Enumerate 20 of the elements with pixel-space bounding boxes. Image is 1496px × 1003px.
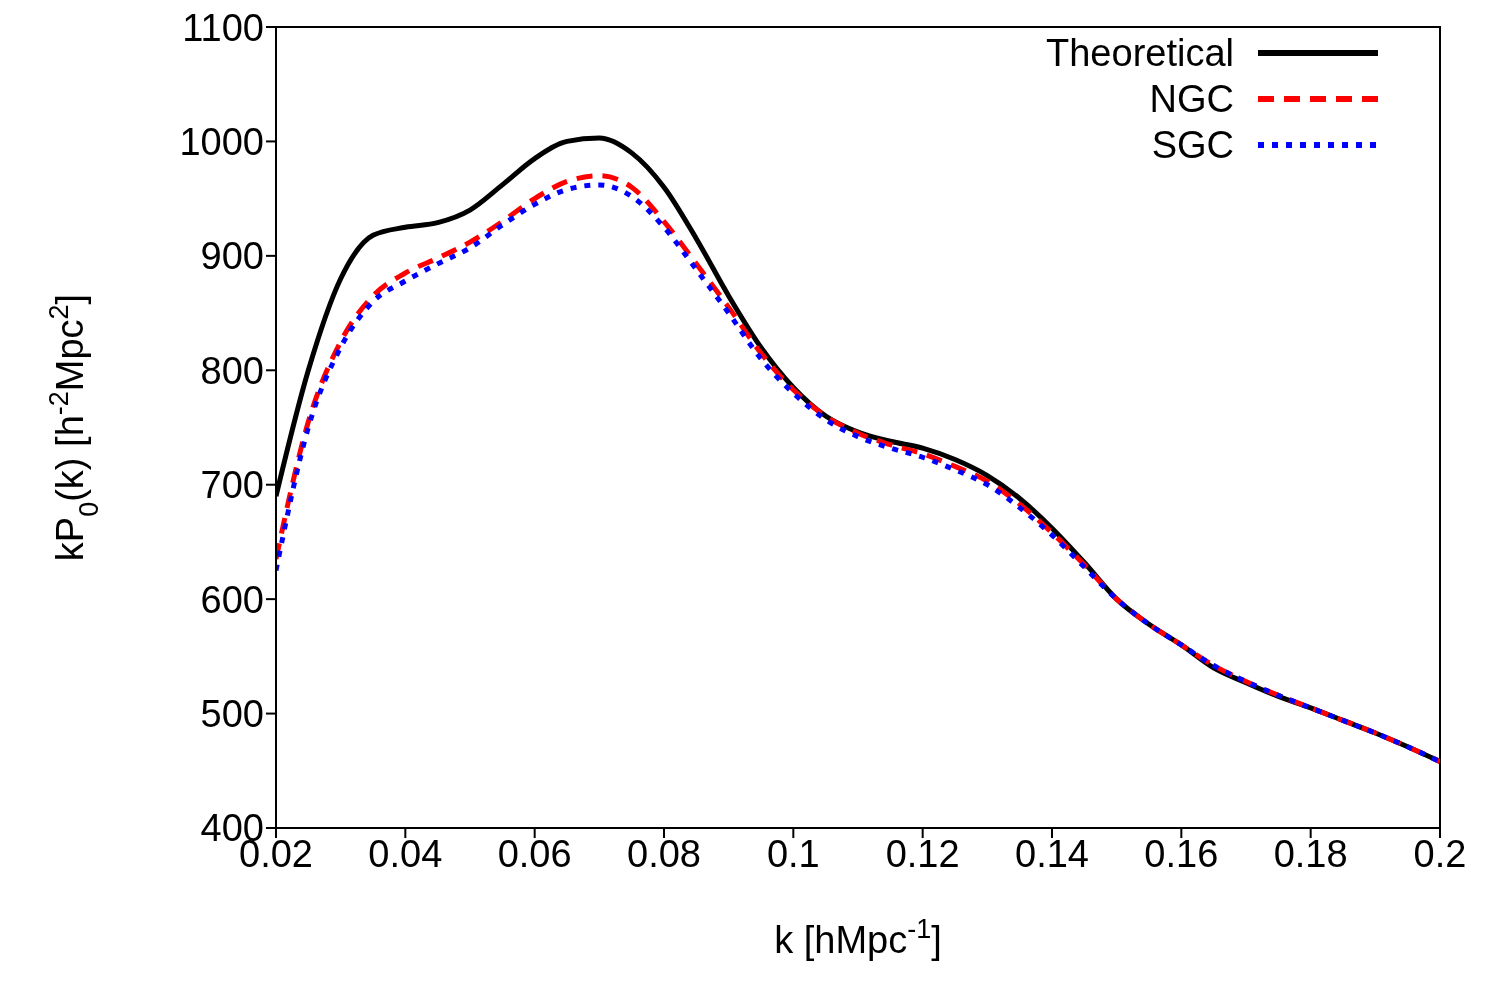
y-tick-label: 900 — [200, 235, 264, 278]
x-tick-label: 0.1 — [766, 832, 820, 875]
x-tick-label: 0.12 — [885, 832, 960, 875]
legend-label: SGC — [1151, 123, 1234, 168]
x-tick-label: 0.16 — [1144, 832, 1219, 875]
x-axis-title: k [hMpc$^{-1}$] — [774, 914, 942, 961]
x-tick-label: 0.04 — [368, 832, 443, 875]
y-tick-label: 500 — [200, 693, 264, 736]
legend-label: NGC — [1149, 77, 1234, 122]
y-tick-label: 1100 — [182, 6, 264, 49]
x-tick-label: 0.06 — [497, 832, 572, 875]
y-tick-label: 700 — [200, 464, 264, 507]
x-tick-label: 0.2 — [1413, 832, 1467, 875]
legend-label: Theoretical — [1046, 31, 1234, 76]
x-tick-label: 0.18 — [1273, 832, 1348, 875]
y-tick-label: 1000 — [179, 120, 264, 163]
x-tick-label: 0.08 — [627, 832, 701, 875]
y-tick-label: 800 — [200, 349, 264, 392]
y-tick-label: 600 — [200, 578, 264, 621]
x-tick-label: 0.14 — [1015, 832, 1089, 875]
